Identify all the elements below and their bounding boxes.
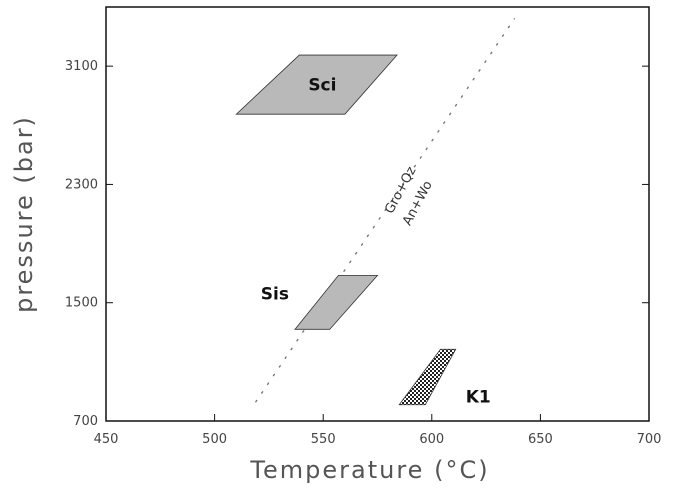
- plot-frame: [105, 6, 650, 422]
- regions: Sci Sis K1: [235, 54, 491, 408]
- region-sis: [294, 274, 379, 330]
- x-tick-label: 700: [637, 432, 662, 447]
- region-label-sis: Sis: [261, 285, 289, 305]
- reaction-line: [255, 18, 516, 403]
- x-tick-label: 650: [528, 432, 553, 447]
- x-tick-label: 550: [311, 432, 336, 447]
- x-tick-label: 600: [419, 432, 444, 447]
- y-tick-label: 2300: [65, 177, 98, 192]
- region-k1: [398, 348, 457, 406]
- y-axis: 700 1500 2300 3100: [65, 59, 649, 429]
- x-tick-label: 450: [94, 432, 119, 447]
- region-sci: [235, 54, 398, 115]
- x-axis-title: Temperature (°C): [249, 456, 489, 484]
- y-tick-label: 1500: [65, 296, 98, 311]
- y-tick-label: 3100: [65, 59, 98, 74]
- y-tick-label: 700: [73, 414, 98, 429]
- reaction-line-dots: [255, 18, 516, 403]
- x-axis: 450 500 550 600 650 700: [94, 414, 662, 447]
- y-axis-title: pressure (bar): [10, 115, 38, 313]
- region-label-sci: Sci: [308, 76, 336, 96]
- region-label-k1: K1: [466, 388, 491, 408]
- x-tick-label: 500: [202, 432, 227, 447]
